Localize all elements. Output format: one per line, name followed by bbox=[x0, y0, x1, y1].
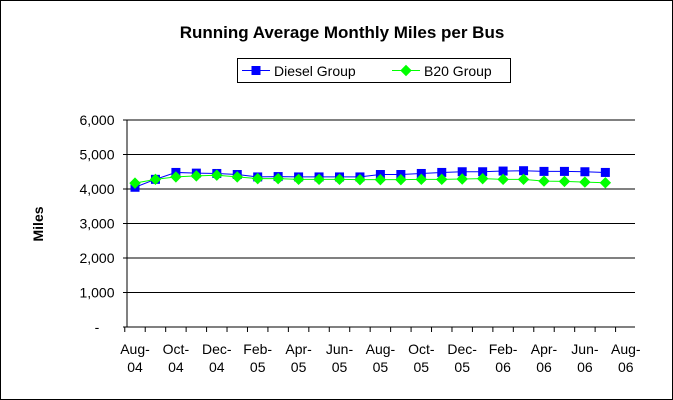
x-tick-label: Apr- 06 bbox=[531, 341, 558, 375]
marker bbox=[497, 173, 509, 186]
y-tick-label: 1,000 bbox=[79, 285, 114, 301]
chart-title: Running Average Monthly Miles per Bus bbox=[180, 23, 505, 42]
marker bbox=[476, 172, 489, 185]
x-tick-label-line: 06 bbox=[495, 359, 511, 375]
x-tick-label-line: Dec- bbox=[202, 341, 232, 357]
legend-label: Diesel Group bbox=[274, 63, 356, 79]
x-tick-label: Aug- 05 bbox=[366, 341, 396, 375]
x-tick-label: Feb- 06 bbox=[489, 341, 518, 375]
y-axis-label: Miles bbox=[30, 206, 46, 241]
x-tick-label-line: 04 bbox=[168, 359, 184, 375]
x-tick-label-line: 06 bbox=[618, 359, 634, 375]
marker bbox=[129, 177, 141, 189]
marker bbox=[600, 167, 610, 177]
marker bbox=[354, 173, 366, 186]
legend-item: Diesel Group bbox=[242, 63, 356, 79]
x-tick-label: Feb- 05 bbox=[243, 341, 272, 375]
marker bbox=[456, 173, 468, 185]
marker bbox=[374, 173, 387, 186]
marker bbox=[292, 173, 305, 186]
marker bbox=[251, 66, 261, 75]
x-tick-label-line: 06 bbox=[577, 359, 593, 375]
y-tick-label: 6,000 bbox=[79, 112, 114, 128]
x-tick-label-line: Apr- bbox=[285, 341, 312, 357]
x-tick-label: Aug- 06 bbox=[611, 341, 641, 375]
y-tick-label: 4,000 bbox=[79, 181, 114, 197]
legend-item: B20 Group bbox=[392, 63, 492, 79]
x-tick-label-line: 05 bbox=[454, 359, 470, 375]
x-tick-label-line: 04 bbox=[127, 359, 143, 375]
marker bbox=[313, 173, 325, 186]
marker bbox=[395, 173, 407, 186]
legend-box bbox=[237, 58, 511, 83]
x-tick-label-line: Oct- bbox=[408, 341, 435, 357]
y-tick-label: 3,000 bbox=[79, 216, 114, 232]
x-tick-label-line: Aug- bbox=[366, 341, 396, 357]
marker bbox=[251, 172, 264, 185]
x-tick-label-line: Dec- bbox=[447, 341, 477, 357]
x-tick-label: Oct- 05 bbox=[408, 341, 435, 375]
x-tick-label-line: 05 bbox=[291, 359, 307, 375]
x-tick-label-line: 05 bbox=[250, 359, 266, 375]
marker bbox=[190, 170, 203, 182]
x-tick-label-line: Aug- bbox=[611, 341, 641, 357]
marker bbox=[333, 173, 346, 186]
marker bbox=[517, 173, 530, 186]
marker bbox=[436, 173, 448, 186]
x-tick-label-line: Jun- bbox=[571, 341, 599, 357]
x-tick-label: Aug- 04 bbox=[120, 341, 150, 375]
x-tick-label: Jun- 05 bbox=[326, 341, 354, 375]
x-tick-label: Dec- 05 bbox=[447, 341, 477, 375]
x-tick-label-line: 06 bbox=[536, 359, 552, 375]
marker bbox=[599, 177, 612, 189]
x-tick-label-line: Feb- bbox=[243, 341, 272, 357]
marker bbox=[558, 175, 571, 188]
x-tick-label-line: Oct- bbox=[163, 341, 190, 357]
x-tick-label-line: 05 bbox=[373, 359, 389, 375]
x-tick-label-line: Feb- bbox=[489, 341, 518, 357]
marker bbox=[539, 166, 549, 176]
marker bbox=[519, 166, 529, 176]
x-tick-label-line: Apr- bbox=[531, 341, 558, 357]
x-tick-label-line: 05 bbox=[414, 359, 430, 375]
x-tick-label-line: 05 bbox=[332, 359, 348, 375]
y-tick-label: 2,000 bbox=[79, 250, 114, 266]
x-tick-label: Dec- 04 bbox=[202, 341, 232, 375]
x-tick-label-line: 04 bbox=[209, 359, 225, 375]
marker bbox=[231, 171, 243, 183]
marker bbox=[211, 169, 223, 181]
x-tick-label: Jun- 06 bbox=[571, 341, 599, 375]
marker bbox=[538, 175, 550, 187]
marker bbox=[559, 166, 569, 176]
marker bbox=[579, 176, 591, 188]
x-tick-label: Oct- 04 bbox=[163, 341, 190, 375]
x-tick-label-line: Jun- bbox=[326, 341, 354, 357]
marker bbox=[400, 64, 412, 77]
legend-label: B20 Group bbox=[424, 63, 492, 79]
x-tick-label-line: Aug- bbox=[120, 341, 150, 357]
y-tick-label: 5,000 bbox=[79, 147, 114, 163]
marker bbox=[170, 171, 182, 183]
marker bbox=[580, 167, 590, 177]
marker bbox=[272, 172, 284, 185]
marker bbox=[149, 173, 162, 186]
y-tick-label: - bbox=[95, 319, 100, 335]
x-tick-label: Apr- 05 bbox=[285, 341, 312, 375]
marker bbox=[415, 173, 428, 186]
